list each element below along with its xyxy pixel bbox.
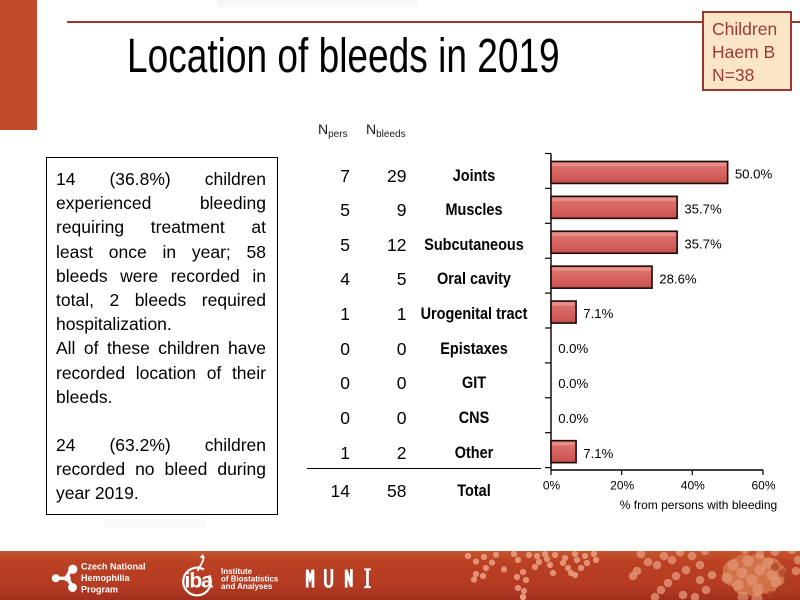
svg-text:Institute: Institute	[221, 567, 253, 576]
svg-text:50.0%: 50.0%	[735, 167, 773, 182]
svg-text:7.1%: 7.1%	[583, 306, 613, 321]
svg-text:40%: 40%	[681, 479, 705, 493]
svg-text:Czech National: Czech National	[81, 562, 146, 572]
svg-text:35.7%: 35.7%	[684, 201, 722, 216]
svg-text:0%: 0%	[543, 479, 561, 493]
svg-text:35.7%: 35.7%	[684, 236, 722, 251]
svg-text:iba: iba	[185, 570, 214, 593]
svg-text:0.0%: 0.0%	[558, 341, 588, 356]
svg-text:Program: Program	[81, 585, 118, 595]
svg-text:60%: 60%	[751, 479, 775, 493]
svg-text:of Biostatistics: of Biostatistics	[221, 575, 279, 584]
svg-text:0.0%: 0.0%	[558, 376, 588, 391]
svg-text:Hemophilia: Hemophilia	[81, 573, 131, 583]
svg-text:28.6%: 28.6%	[659, 271, 697, 286]
svg-text:and Analyses: and Analyses	[221, 582, 273, 591]
svg-text:0.0%: 0.0%	[558, 411, 588, 426]
svg-text:20%: 20%	[610, 479, 634, 493]
svg-text:% from persons with bleeding: % from persons with bleeding	[620, 498, 777, 512]
svg-text:7.1%: 7.1%	[583, 446, 613, 461]
